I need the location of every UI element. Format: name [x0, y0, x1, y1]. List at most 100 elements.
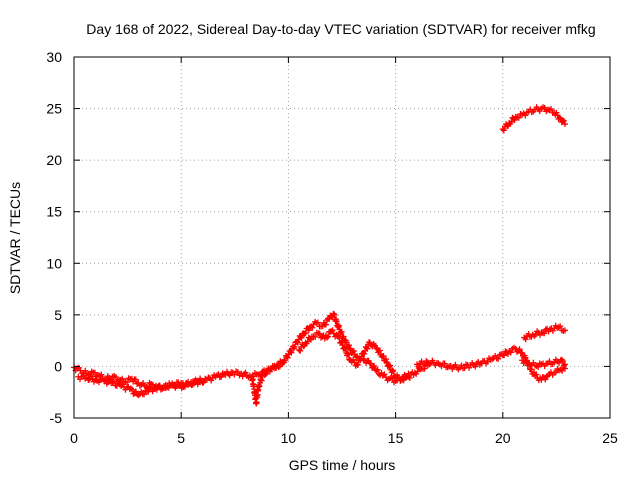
series-4 — [296, 327, 412, 384]
data-point — [141, 391, 148, 398]
data-point — [542, 376, 549, 383]
data-point — [226, 372, 233, 379]
plot-frame — [73, 56, 611, 419]
data-point — [231, 371, 238, 378]
data-point — [561, 361, 568, 368]
data-point — [345, 342, 352, 349]
data-point — [112, 374, 119, 381]
data-point — [380, 353, 387, 360]
data-point — [560, 362, 567, 369]
data-point — [507, 349, 514, 356]
data-point — [111, 378, 118, 385]
series-6 — [519, 356, 568, 370]
data-point — [541, 330, 548, 337]
data-point — [95, 379, 102, 386]
data-point — [80, 372, 87, 379]
data-point — [557, 323, 564, 330]
y-tick-label: 30 — [46, 49, 62, 65]
data-point — [515, 114, 522, 121]
data-point — [294, 339, 301, 346]
x-tick-label: 25 — [602, 430, 618, 446]
data-point — [373, 367, 380, 374]
data-point — [472, 363, 479, 370]
data-point — [501, 352, 508, 359]
series-7 — [499, 104, 568, 134]
data-point — [561, 327, 568, 334]
data-point — [349, 348, 356, 355]
data-point — [533, 371, 540, 378]
data-point — [312, 333, 319, 340]
data-point — [556, 114, 563, 121]
data-point — [234, 368, 241, 375]
data-point — [329, 327, 336, 334]
data-point — [354, 361, 361, 368]
data-point — [322, 321, 329, 328]
grid — [74, 57, 610, 418]
data-point — [358, 355, 365, 362]
data-point — [132, 376, 139, 383]
data-point — [382, 356, 389, 363]
axis-ticks: 0 5 10 15 20 25 -5 0 5 10 15 20 25 30 — [46, 49, 618, 446]
data-point — [534, 328, 541, 335]
y-tick-label: 10 — [46, 255, 62, 271]
data-point — [287, 348, 294, 355]
data-point — [350, 347, 357, 354]
x-axis-label: GPS time / hours — [289, 457, 396, 473]
data-point — [548, 106, 555, 113]
x-tick-label: 20 — [495, 430, 511, 446]
x-tick-label: 10 — [281, 430, 297, 446]
y-tick-label: 5 — [54, 307, 62, 323]
data-point — [522, 336, 529, 343]
data-point — [288, 349, 295, 356]
data-point — [441, 360, 448, 367]
data-point — [389, 367, 396, 374]
series-8 — [521, 322, 568, 343]
data-point — [345, 351, 352, 358]
data-point — [541, 104, 548, 111]
data-point — [325, 333, 332, 340]
data-point — [302, 329, 309, 336]
data-point — [200, 379, 207, 386]
data-point — [500, 127, 507, 134]
chart-title: Day 168 of 2022, Sidereal Day-to-day VTE… — [86, 21, 595, 37]
data-point — [307, 336, 314, 343]
data-point — [336, 335, 343, 342]
data-point — [552, 369, 559, 376]
data-point — [261, 372, 268, 379]
data-point — [386, 363, 393, 370]
data-point — [291, 343, 298, 350]
data-point — [323, 334, 330, 341]
data-point — [314, 319, 321, 326]
data-point — [342, 345, 349, 352]
data-point — [376, 347, 383, 354]
data-point — [484, 358, 491, 365]
data-point — [495, 355, 502, 362]
data-point — [301, 330, 308, 337]
y-tick-label: 25 — [46, 101, 62, 117]
data-point — [153, 386, 160, 393]
data-point — [561, 121, 568, 128]
data-point — [326, 315, 333, 322]
data-point — [129, 386, 136, 393]
data-point — [305, 327, 312, 334]
data-point — [364, 345, 371, 352]
data-point — [106, 377, 113, 384]
data-point — [361, 350, 368, 357]
data-points — [71, 104, 568, 407]
data-point — [124, 379, 131, 386]
data-point — [119, 375, 126, 382]
data-point — [559, 358, 566, 365]
data-point — [298, 334, 305, 341]
y-tick-label: -5 — [50, 410, 63, 426]
data-point — [373, 344, 380, 351]
data-point — [543, 373, 550, 380]
data-point — [535, 363, 542, 370]
data-point — [309, 324, 316, 331]
data-point — [371, 362, 378, 369]
data-point — [284, 354, 291, 361]
series-3 — [248, 310, 431, 407]
data-point — [127, 385, 134, 392]
data-point — [386, 362, 393, 369]
x-tick-label: 0 — [70, 430, 78, 446]
